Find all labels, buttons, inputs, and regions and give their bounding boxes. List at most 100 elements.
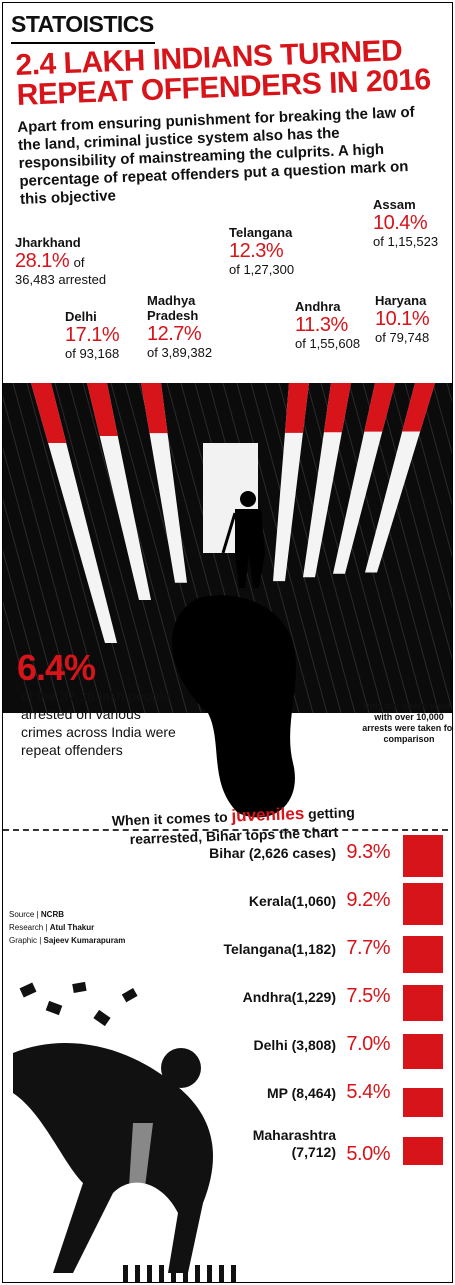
juvenile-bar-bihar: [403, 835, 443, 877]
juvenile-row-pct: 7.5%: [346, 985, 390, 1007]
state-name: Telangana: [229, 225, 293, 240]
floor-stripes: [123, 1265, 236, 1282]
hatch-line: [432, 383, 452, 455]
hatch-line: [3, 498, 62, 714]
floor-stripe: [135, 1265, 140, 1282]
headline: 2.4 LAKH INDIANS TURNED REPEAT OFFENDERS…: [15, 34, 437, 112]
paper-shape: [19, 982, 37, 998]
running-man-illustration: [13, 981, 236, 1282]
hatch-line: [3, 447, 76, 714]
hatch-line: [418, 383, 452, 506]
state-bar-cap: [141, 383, 168, 434]
state-bar-cap: [364, 383, 395, 432]
floor-stripe: [183, 1265, 188, 1282]
hatch-line: [3, 549, 48, 714]
floor-stripe: [147, 1265, 152, 1282]
state-of: of 1,55,608: [295, 336, 361, 351]
state-bar-cap: [323, 383, 351, 433]
state-label-telangana: Telangana 12.3% of 1,27,300: [229, 225, 294, 277]
state-label-assam: Assam 10.4% of 1,15,523: [373, 197, 438, 249]
state-label-andhra: Andhra 11.3% of 1,55,608: [295, 299, 360, 351]
juvenile-bar-mp: [403, 1087, 443, 1117]
state-name-2: Pradesh: [147, 308, 199, 323]
paper-shape: [72, 981, 87, 993]
state-pct: 11.3%: [295, 314, 348, 336]
hatch-line: [222, 383, 314, 714]
prisoner-silhouette: [221, 491, 265, 588]
floor-stripe: [159, 1265, 164, 1282]
juvenile-row-pct: 5.0%: [346, 1143, 390, 1165]
intro-text: Apart from ensuring punishment for break…: [17, 103, 415, 208]
national-text: of the 37.38 lakh people arrested on var…: [21, 688, 176, 758]
flying-papers: [19, 981, 138, 1027]
floor-stripe: [123, 1265, 128, 1282]
credit-research: Research | Atul Thakur: [9, 923, 95, 932]
hatch-line: [3, 395, 90, 714]
state-name: Andhra: [295, 299, 341, 314]
state-pct: 17.1%: [65, 324, 120, 346]
paper-shape: [45, 1000, 63, 1016]
hatch-line: [54, 383, 146, 714]
juvenile-row-label: MP (8,464): [267, 1085, 336, 1101]
paper-shape: [121, 988, 138, 1003]
stick-shape: [221, 512, 237, 554]
section-divider: [3, 829, 452, 831]
state-name-1: Madhya: [147, 293, 196, 308]
floor-stripe: [219, 1265, 224, 1282]
juvenile-row-pct: 5.4%: [346, 1081, 390, 1103]
kicker: STATOISTICS: [11, 11, 155, 44]
paper-shape: [93, 1009, 111, 1027]
state-label-madhya-pradesh: Madhya Pradesh 12.7% of 3,89,382: [147, 293, 212, 360]
state-bar-delhi: [87, 383, 151, 600]
state-arrested: 36,483 arrested: [15, 272, 107, 287]
floor-stripe: [231, 1265, 236, 1282]
hatch-line: [12, 383, 104, 714]
juvenile-bar-maharashtra: [403, 1136, 443, 1165]
state-bar-cap: [284, 383, 309, 433]
state-bar-cap: [402, 383, 435, 432]
juvenile-bar-telangana: [403, 936, 443, 973]
credit-source: Source | NCRB: [9, 910, 64, 919]
juvenile-row-pct: 7.0%: [346, 1033, 390, 1055]
hatch-line: [68, 383, 160, 714]
juvenile-row-label: Kerala(1,060): [248, 893, 336, 909]
credits: Source | NCRB Research | Atul Thakur Gra…: [9, 908, 125, 947]
juvenile-bar-delhi: [403, 1034, 443, 1069]
state-of: of: [73, 255, 85, 270]
hatch-line: [404, 383, 452, 558]
juvenile-row-label: Andhra(1,229): [242, 989, 336, 1005]
state-label-haryana: Haryana 10.1% of 79,748: [375, 293, 430, 345]
jail-bar-illustration: [3, 383, 452, 818]
shadow-shape: [171, 595, 296, 818]
state-pct: 28.1%: [15, 250, 70, 272]
juvenile-bar-andhra: [403, 984, 443, 1021]
hatch-line: [250, 383, 342, 714]
floor-stripe: [207, 1265, 212, 1282]
state-of: of 79,748: [375, 330, 430, 345]
state-of: of 1,27,300: [229, 262, 295, 277]
juvenile-row-label: Telangana(1,182): [223, 941, 336, 957]
state-label-jharkhand: Jharkhand 28.1% of 36,483 arrested: [15, 235, 106, 287]
juvenile-heading: When it comes to juveniles getting rearr…: [103, 802, 364, 850]
state-name: Assam: [373, 197, 416, 212]
hatch-line: [292, 383, 384, 714]
comparison-note: Only top seven states with over 10,000 a…: [362, 701, 453, 744]
state-pct: 10.1%: [375, 308, 430, 330]
state-name: Haryana: [375, 293, 427, 308]
runner-body-shape: [13, 1043, 213, 1273]
hatch-line: [3, 601, 34, 714]
national-pct: 6.4%: [17, 647, 96, 688]
state-bar-group: [31, 383, 435, 643]
state-bar-jharkhand: [31, 383, 117, 643]
state-bar-cap: [87, 383, 118, 436]
juvenile-row-label: Bihar (2,626 cases): [209, 845, 336, 861]
state-name: Jharkhand: [15, 235, 81, 250]
state-of: of 1,15,523: [373, 234, 439, 249]
state-label-delhi: Delhi 17.1% of 93,168: [65, 309, 120, 361]
body-shape: [235, 509, 265, 588]
state-of: of 3,89,382: [147, 345, 213, 360]
credit-graphic: Graphic | Sajeev Kumarapuram: [9, 936, 126, 945]
juvenile-row-pct: 9.3%: [346, 841, 390, 863]
hatch-line: [376, 383, 452, 660]
state-pct: 12.3%: [229, 240, 284, 262]
